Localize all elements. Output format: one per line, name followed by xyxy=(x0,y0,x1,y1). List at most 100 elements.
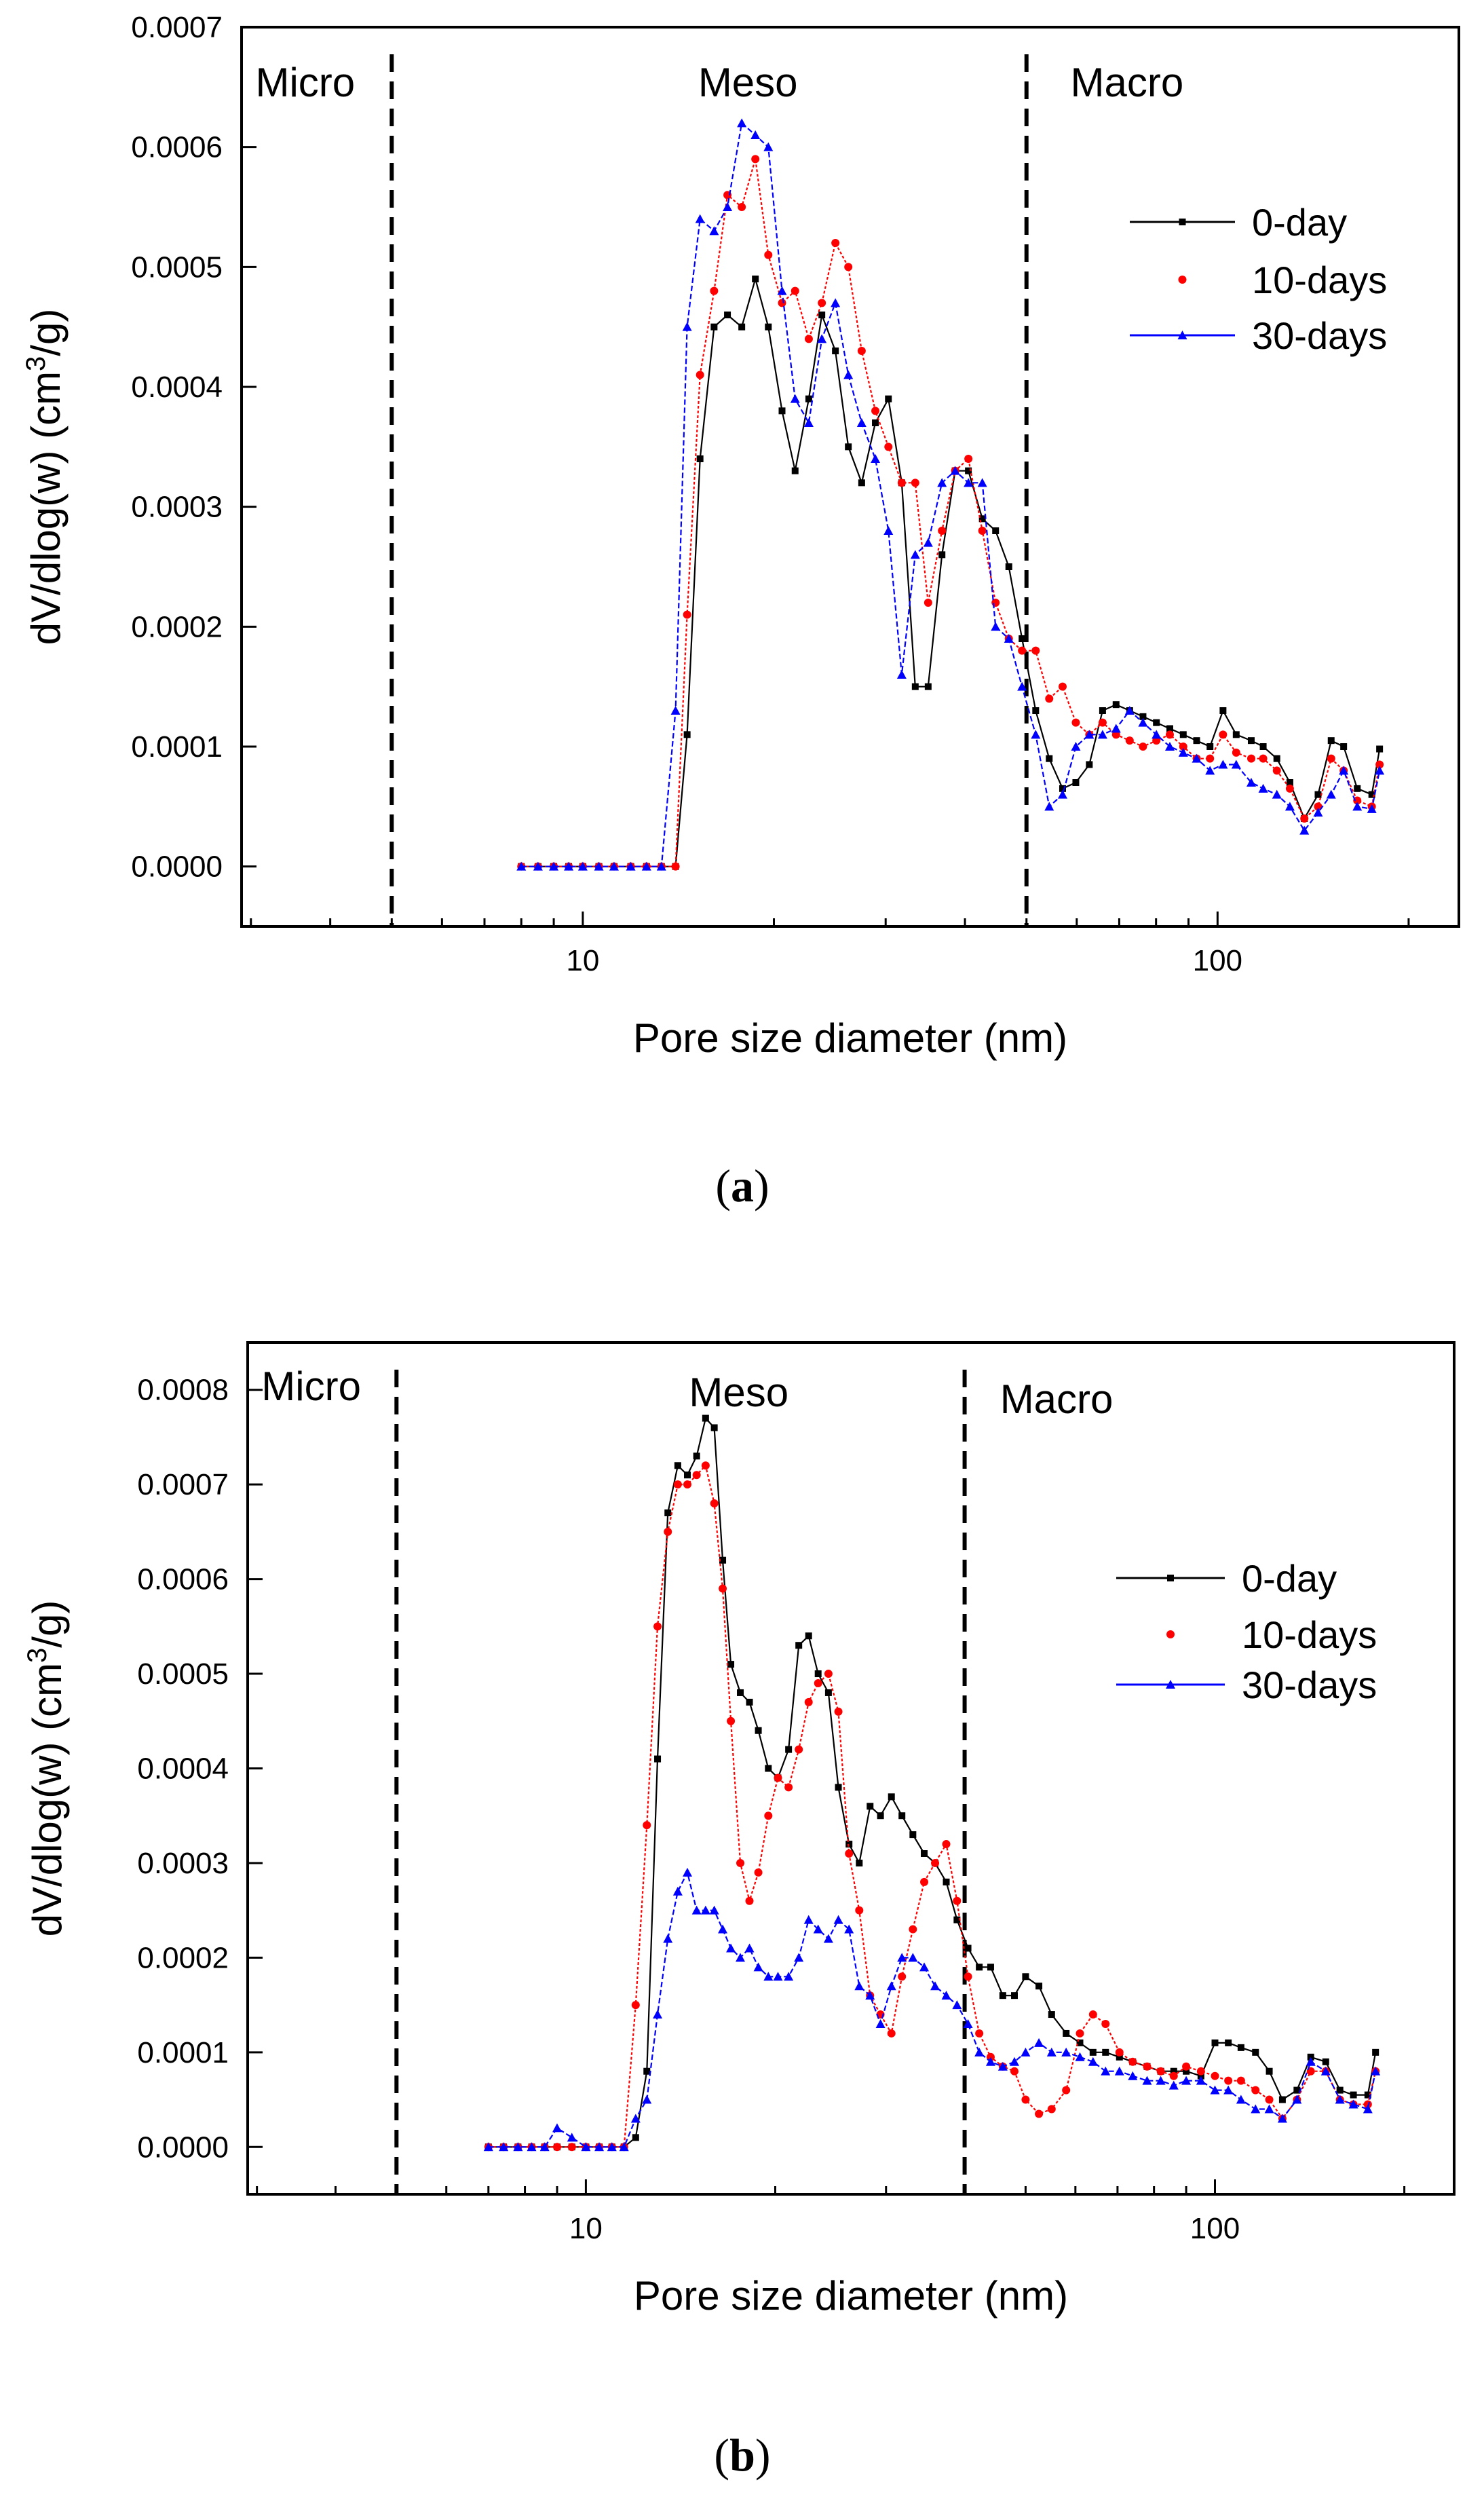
data-point xyxy=(886,1981,896,1991)
data-point xyxy=(1022,1973,1029,1980)
data-point xyxy=(1178,747,1188,757)
data-point xyxy=(718,1924,728,1934)
data-point xyxy=(897,478,906,487)
data-point xyxy=(1018,646,1027,655)
data-point xyxy=(1266,2067,1273,2075)
data-point xyxy=(737,118,747,128)
data-point xyxy=(533,861,543,871)
data-point xyxy=(884,443,893,451)
data-point xyxy=(763,142,774,151)
data-point xyxy=(855,1906,864,1915)
y-tick-label: 0.0007 xyxy=(137,1468,229,1501)
legend-entry: 10-days xyxy=(1178,259,1387,301)
data-point xyxy=(877,1812,884,1820)
data-point xyxy=(794,1953,804,1962)
data-point xyxy=(1348,2099,1358,2109)
data-point xyxy=(692,1471,701,1480)
data-point xyxy=(1101,2066,1111,2076)
data-point xyxy=(1076,2039,1084,2046)
data-point xyxy=(539,2142,550,2152)
data-point xyxy=(1371,2066,1381,2076)
data-point xyxy=(1031,730,1041,739)
data-point xyxy=(700,1905,710,1915)
data-point xyxy=(1340,743,1348,750)
data-point xyxy=(1089,2048,1097,2056)
data-point xyxy=(567,2133,577,2142)
series-line xyxy=(488,1464,1377,2148)
data-point xyxy=(885,395,892,402)
data-point xyxy=(664,1527,672,1536)
y-tick-label: 0.0001 xyxy=(137,2036,229,2069)
region-label: Micro xyxy=(261,1364,361,1409)
data-point xyxy=(1086,761,1093,768)
data-point xyxy=(978,527,987,535)
data-point xyxy=(1044,802,1054,811)
legend-entry: 30-days xyxy=(1130,314,1387,357)
data-point xyxy=(1035,1983,1043,1990)
data-point xyxy=(784,1972,794,1981)
data-point xyxy=(670,706,681,715)
data-point xyxy=(1115,2048,1124,2057)
data-point xyxy=(1363,2104,1373,2114)
data-point xyxy=(1285,802,1295,811)
data-point xyxy=(764,1811,773,1820)
data-point xyxy=(1179,743,1187,751)
data-point xyxy=(1165,730,1174,739)
data-point xyxy=(709,226,719,236)
data-point xyxy=(1375,766,1385,775)
data-point xyxy=(1259,754,1268,763)
data-point xyxy=(683,731,691,738)
data-point xyxy=(630,2114,641,2123)
data-point xyxy=(1004,634,1014,643)
data-point xyxy=(1170,2067,1177,2075)
data-point xyxy=(1272,766,1281,775)
series-30-days xyxy=(483,1867,1381,2152)
data-point xyxy=(1277,2114,1287,2123)
data-point xyxy=(663,1934,673,1943)
data-point xyxy=(858,479,865,487)
data-point xyxy=(867,1803,874,1810)
data-point xyxy=(845,443,852,451)
data-point xyxy=(1372,2048,1380,2056)
data-point xyxy=(1322,2058,1329,2065)
data-point xyxy=(805,395,812,402)
data-point xyxy=(1367,804,1377,813)
data-point xyxy=(790,394,800,403)
data-point xyxy=(710,1424,718,1431)
data-point xyxy=(672,1886,683,1896)
data-point xyxy=(1339,766,1349,775)
data-point xyxy=(1167,1575,1174,1581)
data-point xyxy=(778,407,786,415)
data-point xyxy=(908,1953,918,1962)
data-point xyxy=(1166,1680,1175,1689)
data-point xyxy=(527,2142,537,2152)
data-point xyxy=(683,1867,693,1877)
data-point xyxy=(653,1622,662,1631)
data-point xyxy=(1223,2085,1234,2095)
data-point xyxy=(626,861,636,871)
series-line xyxy=(521,276,1381,867)
data-point xyxy=(803,418,814,427)
data-point xyxy=(1181,2076,1192,2085)
data-point xyxy=(609,861,619,871)
data-point xyxy=(1153,719,1160,726)
data-point xyxy=(1306,2057,1316,2066)
data-point xyxy=(1259,743,1267,750)
data-point xyxy=(1364,2091,1371,2099)
y-axis-title: dV/dlog(w) (cm3/g) xyxy=(21,309,69,645)
data-point xyxy=(1224,2076,1233,2085)
data-point xyxy=(1237,2044,1244,2051)
data-point xyxy=(1168,2080,1179,2090)
legend-label: 10-days xyxy=(1242,1613,1377,1656)
region-label: Macro xyxy=(1071,60,1184,105)
data-point xyxy=(1156,2067,1165,2076)
data-point xyxy=(964,478,974,487)
x-axis-title: Pore size diameter (nm) xyxy=(634,2273,1068,2318)
data-point xyxy=(1182,2062,1191,2071)
data-point xyxy=(911,478,919,487)
data-point xyxy=(1088,2057,1098,2066)
data-point xyxy=(814,1670,822,1678)
data-point xyxy=(938,551,946,559)
y-tick-label: 0.0000 xyxy=(137,2130,229,2164)
data-point xyxy=(631,2001,640,2010)
